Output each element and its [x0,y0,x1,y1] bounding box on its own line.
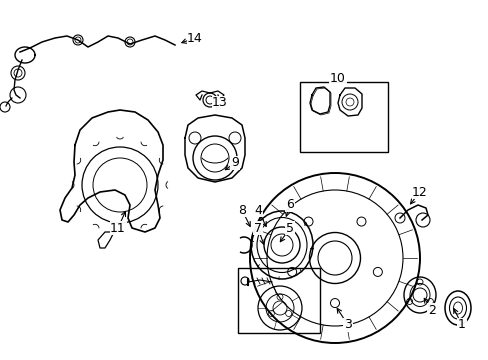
Text: 2: 2 [427,303,435,316]
Bar [238,268,319,333]
Text: 13: 13 [212,96,227,109]
Text: 10: 10 [329,72,345,85]
Text: 12: 12 [411,185,427,198]
Text: 11: 11 [110,221,125,234]
Text: 8: 8 [238,203,245,216]
Text: 7: 7 [253,221,262,234]
Text: 5: 5 [285,221,293,234]
Text: 1: 1 [457,319,465,332]
Text: 14: 14 [187,31,203,45]
Text: 3: 3 [344,319,351,332]
Bar [299,82,387,152]
Text: 4: 4 [254,203,262,216]
Text: 6: 6 [285,198,293,211]
Text: 9: 9 [231,157,239,170]
